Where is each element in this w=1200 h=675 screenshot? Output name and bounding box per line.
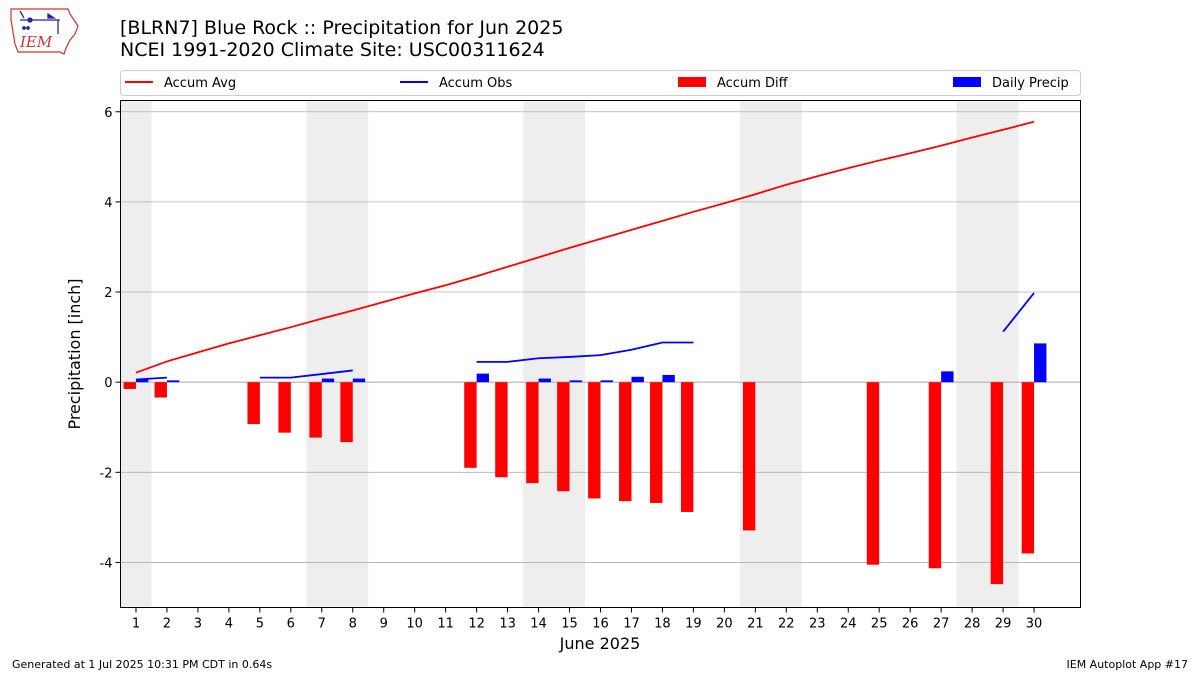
legend-label: Accum Diff bbox=[717, 76, 789, 91]
logo-text: IEM bbox=[19, 33, 53, 51]
accum-diff-bar bbox=[526, 382, 539, 484]
x-tick-label: 11 bbox=[437, 617, 454, 632]
weekend-shade bbox=[739, 100, 802, 608]
x-tick-label: 9 bbox=[380, 617, 388, 632]
accum-obs-line bbox=[135, 376, 168, 381]
x-tick-label: 25 bbox=[871, 617, 888, 632]
accum-obs-line bbox=[1002, 292, 1035, 333]
accum-diff-bar bbox=[619, 382, 632, 502]
chart-legend: Accum Avg Accum Obs Accum Diff Daily Precip bbox=[120, 70, 1081, 96]
legend-box bbox=[120, 70, 1081, 96]
accum-diff-bar bbox=[154, 382, 167, 398]
weather-instrument-icon bbox=[19, 10, 60, 34]
daily-precip-bar bbox=[321, 378, 335, 383]
accum-diff-bar bbox=[650, 382, 663, 503]
x-tick-label: 4 bbox=[225, 617, 233, 632]
accum-diff-bar bbox=[340, 382, 353, 443]
y-axis-label: Precipitation [inch] bbox=[65, 278, 84, 429]
legend-bar-swatch bbox=[953, 77, 981, 87]
daily-precip-bar bbox=[600, 380, 613, 383]
x-tick-label: 14 bbox=[530, 617, 547, 632]
x-tick-label: 19 bbox=[685, 617, 702, 632]
x-tick-label: 8 bbox=[349, 617, 357, 632]
iem-logo: IEM bbox=[10, 8, 79, 55]
x-tick-label: 18 bbox=[654, 617, 671, 632]
accum-avg-line bbox=[135, 120, 1035, 374]
x-tick-label: 26 bbox=[902, 617, 919, 632]
x-tick-label: 12 bbox=[468, 617, 485, 632]
daily-precip-bar bbox=[631, 376, 644, 383]
x-tick-label: 5 bbox=[256, 617, 264, 632]
daily-precip-bar bbox=[352, 378, 366, 383]
x-tick-label: 21 bbox=[747, 617, 764, 632]
x-tick-label: 7 bbox=[318, 617, 326, 632]
y-tick-label: 4 bbox=[104, 196, 112, 211]
y-tick-label: -4 bbox=[100, 556, 113, 571]
x-axis-label: June 2025 bbox=[559, 634, 641, 653]
accum-diff-bar bbox=[928, 382, 942, 569]
accum-diff-bar bbox=[495, 382, 508, 478]
x-tick-label: 22 bbox=[778, 617, 795, 632]
accum-diff-bar bbox=[464, 382, 477, 468]
accum-obs-line bbox=[259, 369, 353, 379]
legend-label: Accum Obs bbox=[439, 76, 512, 91]
x-tick-label: 29 bbox=[995, 617, 1012, 632]
chart-subtitle: NCEI 1991-2020 Climate Site: USC00311624 bbox=[120, 39, 545, 61]
x-tick-label: 16 bbox=[592, 617, 609, 632]
y-tick-label: 6 bbox=[104, 106, 112, 121]
weekend-shade bbox=[120, 100, 152, 608]
weekend-shade bbox=[306, 100, 369, 608]
accum-obs-line bbox=[476, 341, 694, 363]
accum-diff-bar bbox=[557, 382, 570, 492]
accum-diff-bar bbox=[588, 382, 601, 499]
x-tick-label: 2 bbox=[163, 617, 171, 632]
accum-diff-bar bbox=[990, 382, 1004, 585]
daily-precip-bar bbox=[166, 380, 180, 383]
x-tick-label: 30 bbox=[1026, 617, 1043, 632]
chart-title: [BLRN7] Blue Rock :: Precipitation for J… bbox=[120, 17, 564, 39]
plot-frame bbox=[120, 100, 1081, 608]
accum-diff-bar bbox=[742, 382, 756, 531]
legend-label: Daily Precip bbox=[992, 76, 1069, 91]
x-tick-label: 3 bbox=[194, 617, 202, 632]
daily-precip-bar bbox=[662, 374, 675, 383]
x-tick-label: 23 bbox=[809, 617, 826, 632]
accum-diff-bar bbox=[123, 382, 136, 389]
legend-bar-swatch bbox=[678, 77, 706, 87]
x-tick-label: 15 bbox=[561, 617, 578, 632]
accum-diff-bar bbox=[309, 382, 322, 438]
generated-timestamp: Generated at 1 Jul 2025 10:31 PM CDT in … bbox=[12, 658, 273, 671]
app-credit: IEM Autoplot App #17 bbox=[1066, 658, 1189, 671]
y-tick-label: 2 bbox=[104, 286, 112, 301]
y-tick-label: -2 bbox=[100, 466, 113, 481]
accum-diff-bar bbox=[278, 382, 291, 433]
daily-precip-bar bbox=[1034, 343, 1047, 383]
x-tick-label: 20 bbox=[716, 617, 733, 632]
x-tick-label: 24 bbox=[840, 617, 857, 632]
daily-precip-bar bbox=[941, 371, 954, 383]
x-tick-label: 27 bbox=[933, 617, 950, 632]
x-tick-label: 13 bbox=[499, 617, 516, 632]
daily-precip-bar bbox=[135, 379, 149, 383]
accum-diff-bar bbox=[681, 382, 694, 512]
x-tick-label: 10 bbox=[406, 617, 423, 632]
x-tick-label: 28 bbox=[964, 617, 981, 632]
legend-label: Accum Avg bbox=[164, 76, 236, 91]
x-tick-label: 6 bbox=[287, 617, 295, 632]
y-tick-label: 0 bbox=[104, 376, 112, 391]
weekend-shade bbox=[523, 100, 586, 608]
accum-diff-bar bbox=[866, 382, 880, 565]
daily-precip-bar bbox=[538, 378, 551, 383]
x-tick-label: 1 bbox=[132, 617, 140, 632]
accum-diff-bar bbox=[1021, 382, 1035, 554]
daily-precip-bar bbox=[476, 373, 490, 383]
weekend-shade bbox=[956, 100, 1019, 608]
x-tick-label: 17 bbox=[623, 617, 640, 632]
daily-precip-bar bbox=[569, 380, 582, 383]
accum-diff-bar bbox=[247, 382, 260, 425]
